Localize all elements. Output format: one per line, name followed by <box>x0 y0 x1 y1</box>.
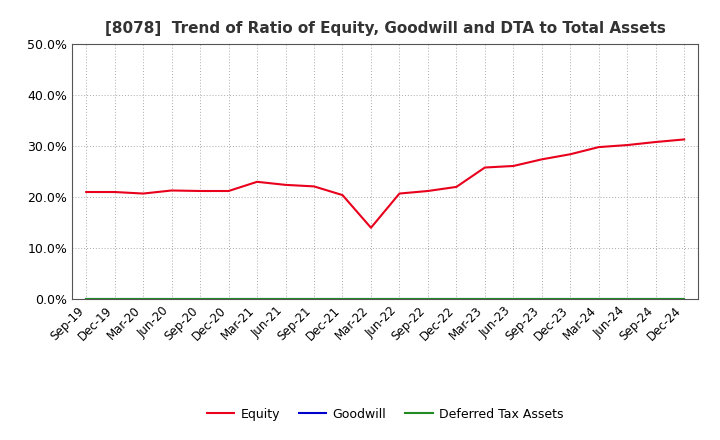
Deferred Tax Assets <box>537 297 546 302</box>
Goodwill <box>167 297 176 302</box>
Equity <box>423 188 432 194</box>
Goodwill <box>595 297 603 302</box>
Deferred Tax Assets <box>82 297 91 302</box>
Deferred Tax Assets <box>282 297 290 302</box>
Deferred Tax Assets <box>452 297 461 302</box>
Goodwill <box>139 297 148 302</box>
Goodwill <box>338 297 347 302</box>
Deferred Tax Assets <box>509 297 518 302</box>
Equity <box>282 182 290 187</box>
Goodwill <box>452 297 461 302</box>
Deferred Tax Assets <box>139 297 148 302</box>
Deferred Tax Assets <box>623 297 631 302</box>
Goodwill <box>480 297 489 302</box>
Equity <box>595 144 603 150</box>
Equity <box>566 152 575 157</box>
Deferred Tax Assets <box>366 297 375 302</box>
Deferred Tax Assets <box>338 297 347 302</box>
Line: Equity: Equity <box>86 139 684 228</box>
Equity <box>480 165 489 170</box>
Deferred Tax Assets <box>595 297 603 302</box>
Goodwill <box>652 297 660 302</box>
Equity <box>167 188 176 193</box>
Deferred Tax Assets <box>253 297 261 302</box>
Goodwill <box>395 297 404 302</box>
Goodwill <box>680 297 688 302</box>
Goodwill <box>253 297 261 302</box>
Deferred Tax Assets <box>310 297 318 302</box>
Deferred Tax Assets <box>652 297 660 302</box>
Equity <box>623 143 631 148</box>
Equity <box>452 184 461 190</box>
Equity <box>310 184 318 189</box>
Equity <box>225 188 233 194</box>
Goodwill <box>196 297 204 302</box>
Equity <box>680 137 688 142</box>
Deferred Tax Assets <box>167 297 176 302</box>
Equity <box>110 189 119 194</box>
Equity <box>196 188 204 194</box>
Equity <box>652 139 660 145</box>
Deferred Tax Assets <box>423 297 432 302</box>
Deferred Tax Assets <box>680 297 688 302</box>
Deferred Tax Assets <box>225 297 233 302</box>
Title: [8078]  Trend of Ratio of Equity, Goodwill and DTA to Total Assets: [8078] Trend of Ratio of Equity, Goodwil… <box>105 21 665 36</box>
Goodwill <box>623 297 631 302</box>
Goodwill <box>225 297 233 302</box>
Equity <box>395 191 404 196</box>
Equity <box>338 192 347 198</box>
Equity <box>82 189 91 194</box>
Goodwill <box>566 297 575 302</box>
Deferred Tax Assets <box>566 297 575 302</box>
Goodwill <box>82 297 91 302</box>
Equity <box>139 191 148 196</box>
Goodwill <box>423 297 432 302</box>
Equity <box>253 179 261 184</box>
Goodwill <box>110 297 119 302</box>
Goodwill <box>537 297 546 302</box>
Goodwill <box>366 297 375 302</box>
Equity <box>366 225 375 231</box>
Equity <box>509 163 518 169</box>
Deferred Tax Assets <box>196 297 204 302</box>
Deferred Tax Assets <box>480 297 489 302</box>
Deferred Tax Assets <box>110 297 119 302</box>
Goodwill <box>509 297 518 302</box>
Legend: Equity, Goodwill, Deferred Tax Assets: Equity, Goodwill, Deferred Tax Assets <box>202 403 569 425</box>
Goodwill <box>282 297 290 302</box>
Goodwill <box>310 297 318 302</box>
Equity <box>537 157 546 162</box>
Deferred Tax Assets <box>395 297 404 302</box>
